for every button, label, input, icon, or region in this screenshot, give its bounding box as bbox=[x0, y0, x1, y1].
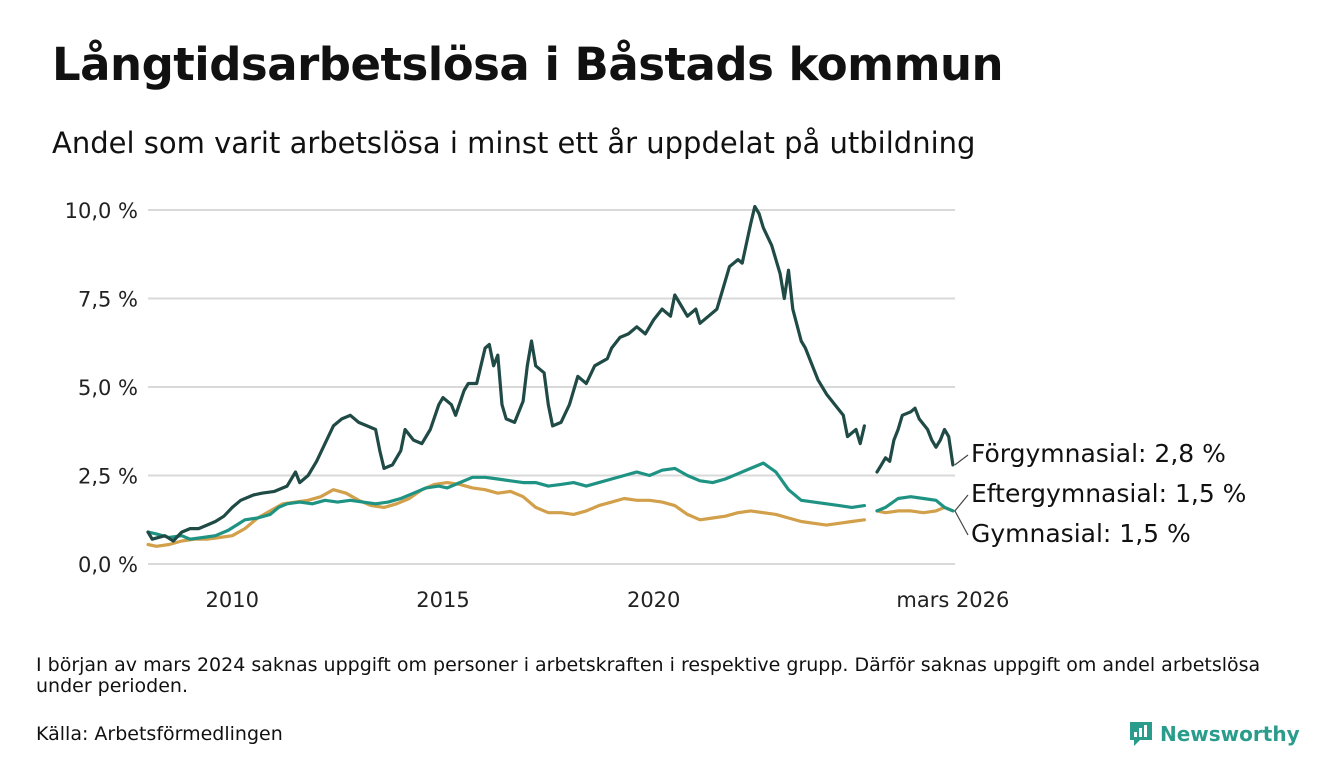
x-axis-ticks: 2010 2015 2020 mars 2026 bbox=[206, 588, 1010, 612]
chart-subtitle: Andel som varit arbetslösa i minst ett å… bbox=[52, 126, 976, 160]
x-tick-label: mars 2026 bbox=[896, 588, 1009, 612]
y-tick-label: 2,5 % bbox=[78, 465, 138, 489]
x-tick-label: 2010 bbox=[206, 588, 259, 612]
y-tick-label: 7,5 % bbox=[78, 288, 138, 312]
footnote: I början av mars 2024 saknas uppgift om … bbox=[36, 654, 1261, 697]
source-note: Källa: Arbetsförmedlingen bbox=[36, 723, 283, 745]
label-leader-line bbox=[954, 510, 969, 536]
x-tick-label: 2020 bbox=[627, 588, 680, 612]
chart-title: Långtidsarbetslösa i Båstads kommun bbox=[52, 38, 1004, 91]
series-label-förgymnasial: Förgymnasial: 2,8 % bbox=[971, 439, 1226, 468]
series-label-eftergymnasial: Eftergymnasial: 1,5 % bbox=[971, 479, 1246, 508]
newsworthy-logo: Newsworthy bbox=[1128, 718, 1300, 750]
series-lines bbox=[146, 204, 955, 548]
x-tick-label: 2015 bbox=[416, 588, 469, 612]
y-tick-label: 0,0 % bbox=[78, 553, 138, 577]
label-leader-line bbox=[954, 454, 969, 466]
series-end-labels: Förgymnasial: 2,8 % Eftergymnasial: 1,5 %… bbox=[954, 439, 1246, 548]
series-label-gymnasial: Gymnasial: 1,5 % bbox=[971, 519, 1191, 548]
series-line-eftergymnasial bbox=[146, 461, 955, 541]
y-axis-ticks: 0,0 % 2,5 % 5,0 % 7,5 % 10,0 % bbox=[65, 199, 138, 577]
y-tick-label: 10,0 % bbox=[65, 199, 138, 223]
series-line-förgymnasial bbox=[146, 204, 955, 543]
line-chart: 0,0 % 2,5 % 5,0 % 7,5 % 10,0 % 2010 2015 2020 m… bbox=[65, 199, 1247, 612]
brand-name: Newsworthy bbox=[1160, 722, 1300, 746]
y-tick-label: 5,0 % bbox=[78, 376, 138, 400]
newsworthy-chart-logo-icon bbox=[1130, 722, 1152, 746]
label-leader-line bbox=[954, 494, 969, 512]
